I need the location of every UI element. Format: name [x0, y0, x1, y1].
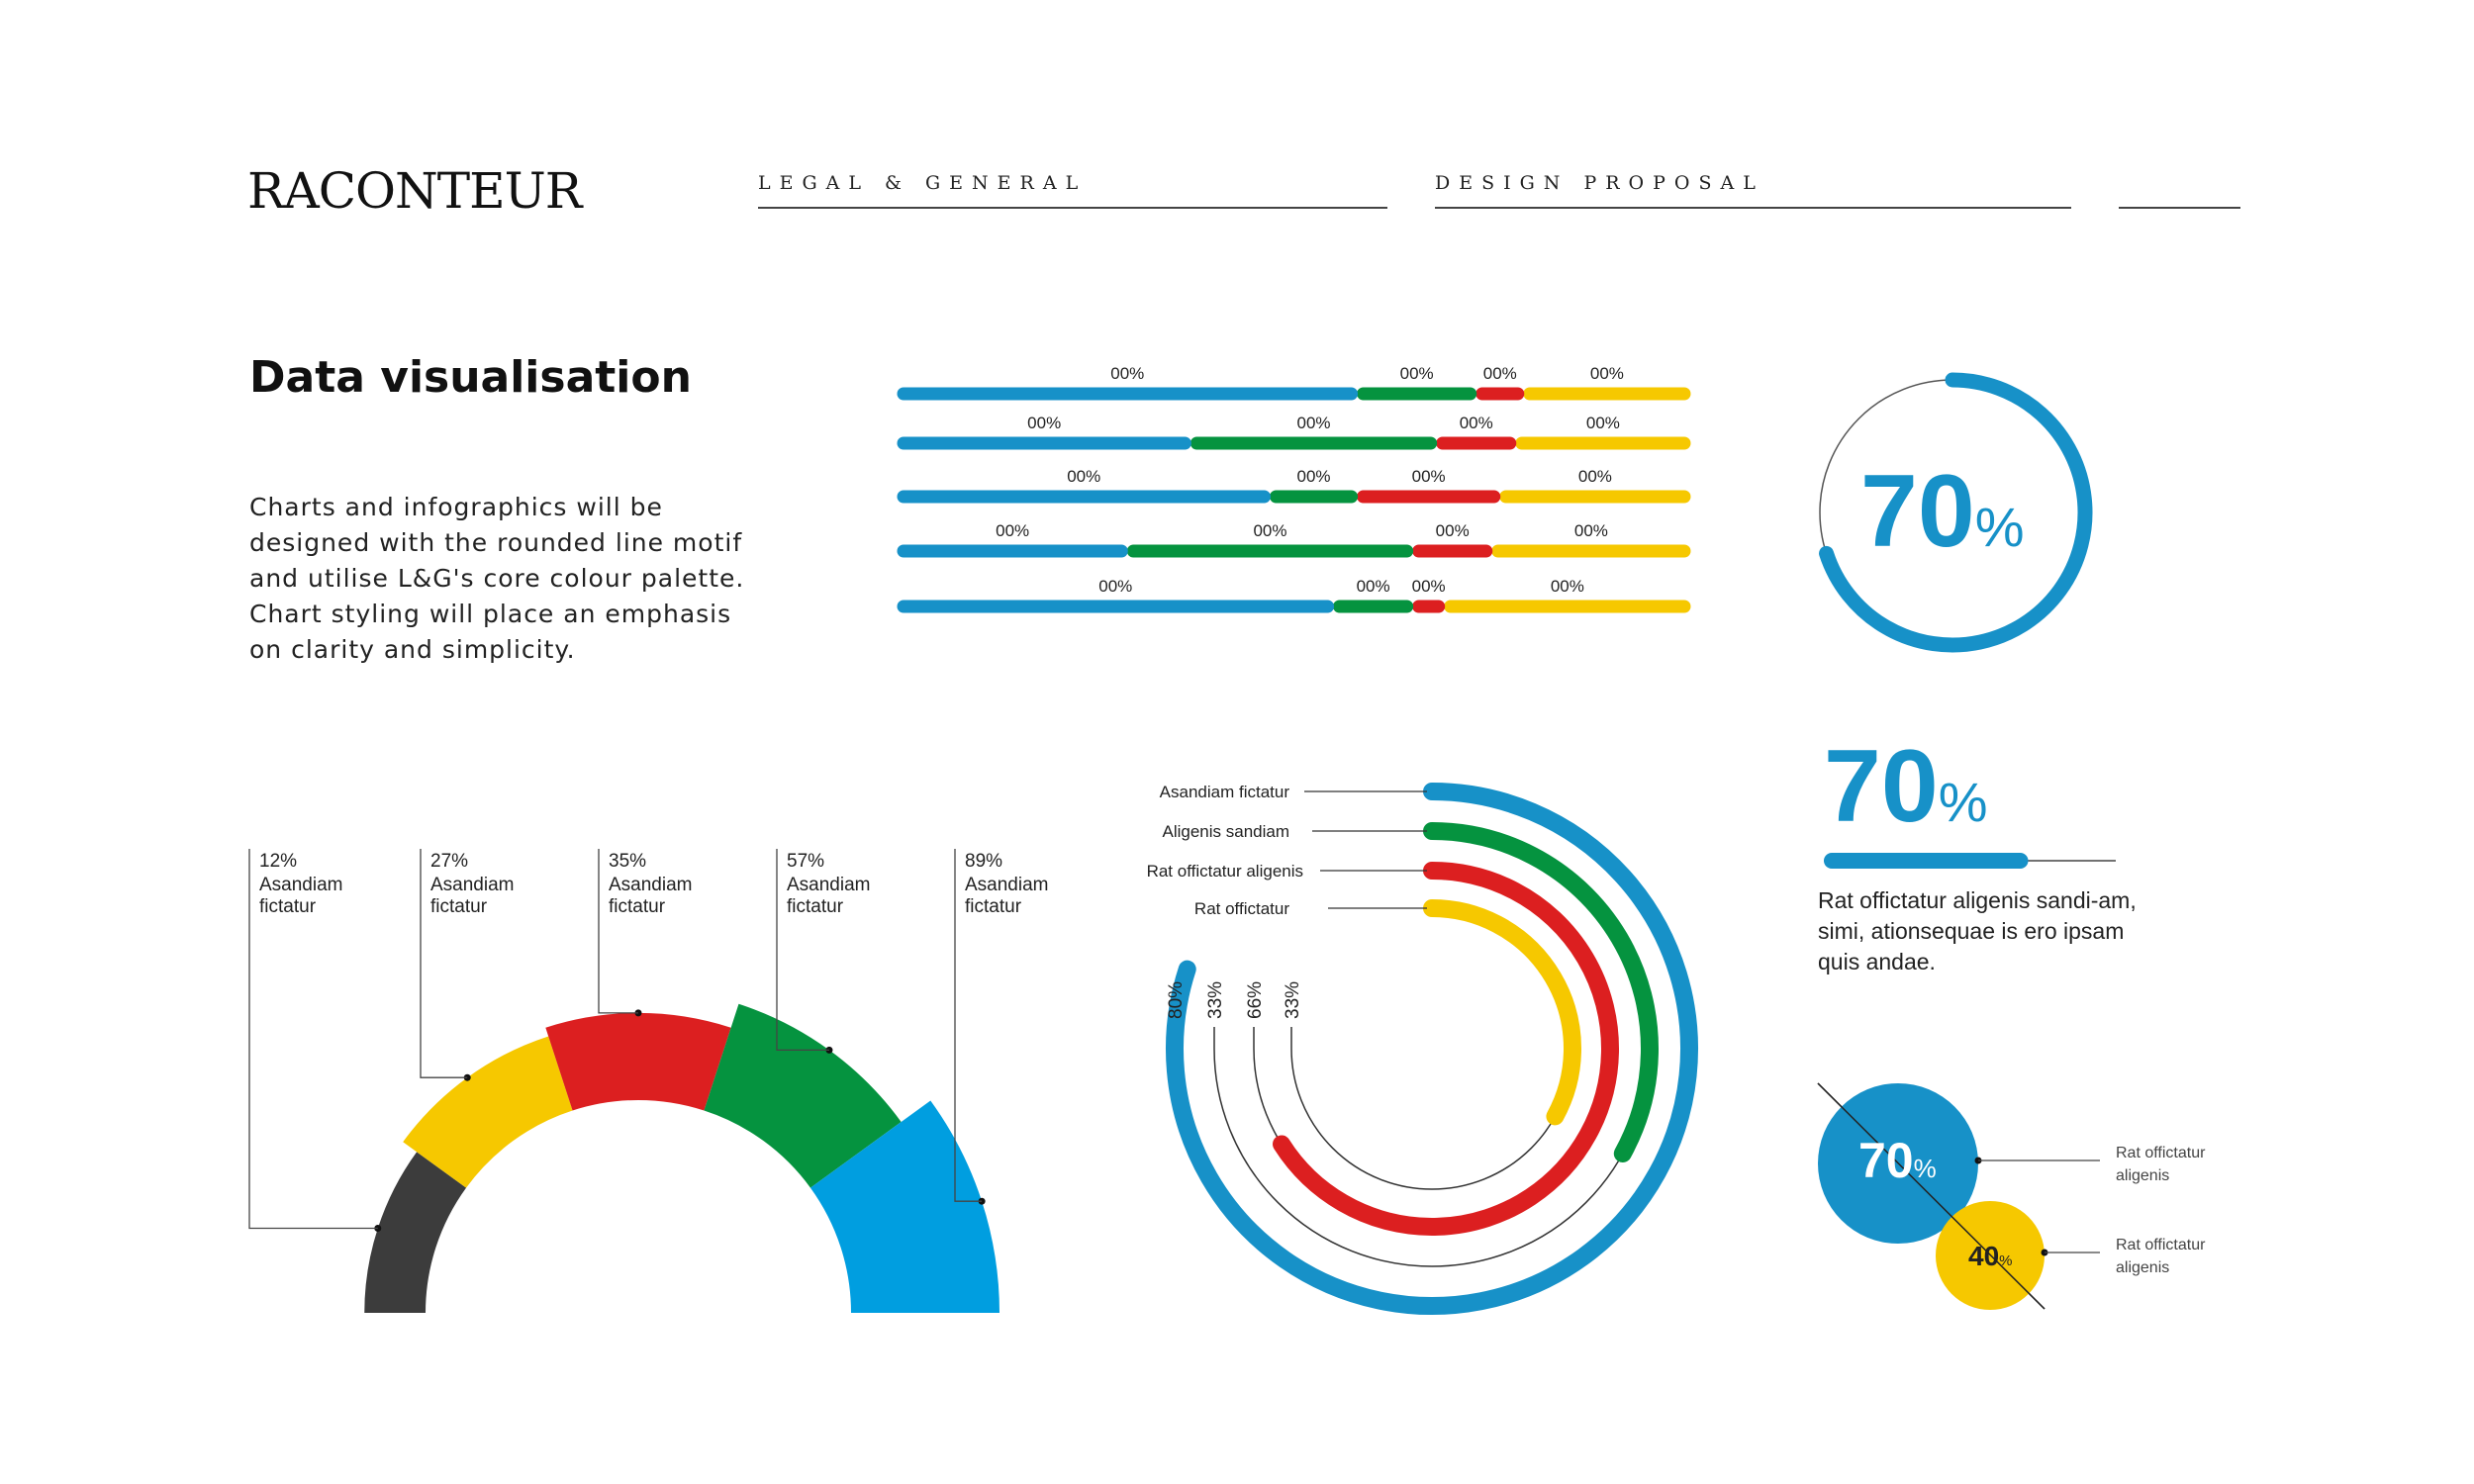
- header-rule-client: [758, 207, 1387, 209]
- polar-label-pct-0: 12%: [259, 851, 297, 872]
- polar-leader-0: [248, 849, 378, 1230]
- polar-label-name2-0: fictatur: [259, 896, 317, 917]
- stacked-bar-label-r1-s2: 00%: [1460, 414, 1493, 432]
- polar-label-name2-4: fictatur: [965, 896, 1022, 917]
- bubble-large-caption-2: aligenis: [2116, 1167, 2169, 1184]
- radial-value-0: 80%: [1166, 981, 1187, 1019]
- bubble-small-unit: %: [1999, 1252, 2012, 1269]
- stacked-bar-label-r3-s1: 00%: [1253, 521, 1286, 540]
- polar-label-name-2: Asandiam: [609, 875, 693, 895]
- stacked-bar-label-r3-s0: 00%: [996, 521, 1029, 540]
- polar-slice-2: [545, 1012, 731, 1111]
- stat-description: Rat offictatur aligenis sandi-am, simi, …: [1818, 887, 2137, 974]
- stacked-bar-label-r0-s1: 00%: [1400, 364, 1434, 383]
- stacked-bar-label-r2-s2: 00%: [1412, 467, 1446, 486]
- polar-slice-1: [403, 1036, 573, 1188]
- polar-label-name-1: Asandiam: [430, 875, 515, 895]
- raconteur-logo: RACONTEUR: [247, 162, 582, 220]
- polar-label-pct-1: 27%: [430, 851, 468, 872]
- bubble-large-value: 70%: [1858, 1133, 1937, 1188]
- polar-leader-3: [776, 849, 829, 1052]
- ring-value: 70%: [1860, 454, 2024, 569]
- bubble-small-caption-1: Rat offictatur: [2116, 1237, 2206, 1253]
- stacked-bar-label-r1-s1: 00%: [1297, 414, 1331, 432]
- stacked-bar-label-r1-s0: 00%: [1027, 414, 1061, 432]
- radial-value-3: 33%: [1283, 981, 1303, 1019]
- radial-name-3: Rat offictatur: [1194, 899, 1289, 918]
- stacked-bar-label-r2-s1: 00%: [1297, 467, 1331, 486]
- polar-label-name-3: Asandiam: [787, 875, 871, 895]
- stacked-bar-label-r4-s1: 00%: [1357, 577, 1390, 596]
- radial-name-2: Rat offictatur aligenis: [1147, 862, 1303, 881]
- radial-arc-1: [1423, 822, 1660, 1162]
- polar-leader-1: [420, 849, 468, 1078]
- polar-label-pct-2: 35%: [609, 851, 646, 872]
- stacked-bar-label-r0-s0: 00%: [1110, 364, 1144, 383]
- stat-value-unit: %: [1939, 771, 1988, 833]
- header-doc-type: DESIGN PROPOSAL: [1435, 172, 1764, 194]
- header-rule-page: [2119, 207, 2240, 209]
- stacked-bar-label-r3-s2: 00%: [1436, 521, 1470, 540]
- polar-label-name-0: Asandiam: [259, 875, 343, 895]
- bubble-large-unit: %: [1914, 1154, 1937, 1183]
- header-client: LEGAL & GENERAL: [758, 172, 1088, 194]
- ring-value-unit: %: [1975, 496, 2025, 558]
- polar-slice-0: [364, 1152, 467, 1313]
- bubble-small-caption-2: aligenis: [2116, 1259, 2169, 1276]
- radial-track-2: [1253, 1048, 1611, 1228]
- polar-label-pct-4: 89%: [965, 851, 1002, 872]
- polar-label-name2-3: fictatur: [787, 896, 844, 917]
- polar-slice-3: [704, 1003, 902, 1188]
- stacked-bar-label-r2-s0: 00%: [1067, 467, 1100, 486]
- ring-progress-arc: [1819, 372, 2093, 653]
- radial-arc-2: [1273, 862, 1619, 1236]
- polar-label-name-4: Asandiam: [965, 875, 1049, 895]
- stat-value-number: 70: [1824, 729, 1939, 844]
- polar-label-pct-3: 57%: [787, 851, 824, 872]
- stacked-bar-label-r4-s3: 00%: [1551, 577, 1584, 596]
- bubble-large-number: 70: [1858, 1133, 1914, 1188]
- bubble-small-number: 40: [1968, 1241, 1999, 1271]
- ring-value-number: 70: [1860, 454, 1975, 569]
- stacked-bar-label-r4-s0: 00%: [1098, 577, 1132, 596]
- header-rule-doc-type: [1435, 207, 2071, 209]
- polar-label-name2-2: fictatur: [609, 896, 666, 917]
- stacked-bar-label-r4-s2: 00%: [1412, 577, 1446, 596]
- bubble-diagonal-over: [1817, 1082, 2046, 1310]
- stacked-bar-label-r2-s3: 00%: [1578, 467, 1612, 486]
- stacked-bar-label-r0-s2: 00%: [1483, 364, 1517, 383]
- stat-value: 70%: [1824, 729, 1987, 844]
- radial-arc-3: [1423, 899, 1581, 1126]
- stacked-bar-label-r3-s3: 00%: [1574, 521, 1608, 540]
- radial-name-1: Aligenis sandiam: [1162, 822, 1289, 841]
- stacked-bar-label-r0-s3: 00%: [1590, 364, 1624, 383]
- radial-name-0: Asandiam fictatur: [1160, 783, 1290, 801]
- radial-value-2: 66%: [1245, 981, 1266, 1019]
- page-title: Data visualisation: [249, 352, 692, 403]
- bubble-small-value: 40%: [1968, 1241, 2013, 1271]
- radial-track-3: [1290, 1048, 1573, 1190]
- stacked-bar-label-r1-s3: 00%: [1586, 414, 1620, 432]
- polar-label-name2-1: fictatur: [430, 896, 488, 917]
- bubble-large-caption-1: Rat offictatur: [2116, 1145, 2206, 1161]
- radial-value-1: 33%: [1205, 981, 1226, 1019]
- polar-leader-4: [954, 849, 983, 1202]
- radial-arc-0: [1166, 783, 1698, 1315]
- polar-leader-2: [598, 849, 638, 1014]
- polar-slice-4: [809, 1100, 999, 1313]
- intro-text: Charts and infographics will be designed…: [249, 493, 745, 664]
